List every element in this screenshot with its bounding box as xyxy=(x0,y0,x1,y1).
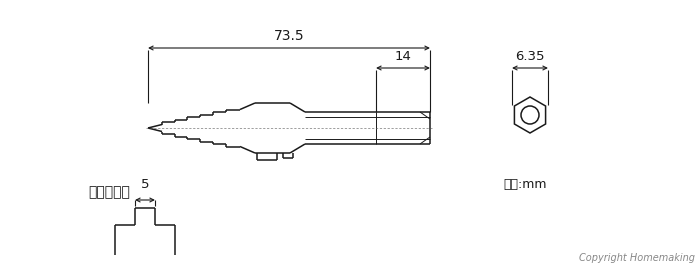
Text: 14: 14 xyxy=(395,50,412,63)
Text: 73.5: 73.5 xyxy=(274,29,304,43)
Text: 5: 5 xyxy=(141,178,149,191)
Text: Copyright Homemaking: Copyright Homemaking xyxy=(579,253,695,263)
Text: 単位:mm: 単位:mm xyxy=(503,178,547,191)
Text: 径間ピッチ: 径間ピッチ xyxy=(88,185,130,199)
Text: 6.35: 6.35 xyxy=(515,50,545,63)
